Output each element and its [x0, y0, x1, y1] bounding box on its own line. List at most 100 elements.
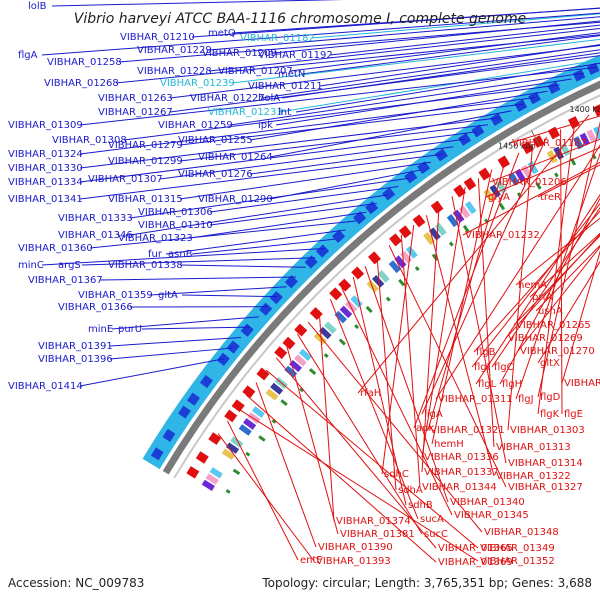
plus-label-connector [275, 357, 437, 549]
functional-category-block [394, 255, 407, 269]
functional-category-block [205, 473, 219, 485]
minus-gene-label: VIBHAR_01227 [190, 93, 265, 104]
minus-gene-label: VIBHAR_01264 [198, 152, 273, 163]
minus-label-connector [79, 153, 443, 200]
plus-gene-label: flgB [476, 347, 496, 358]
plus-gene-label: VIBHAR_01352 [480, 556, 555, 567]
minus-gene-label: minE [88, 324, 113, 335]
plus-gene-label: rfaH [360, 388, 381, 399]
minus-gene-label: VIBHAR_01233 [208, 107, 283, 118]
minus-label-connector [261, 49, 600, 99]
functional-category-block [209, 467, 223, 479]
minus-label-connector [189, 211, 367, 239]
plus-gene-label: VIBHAR_01390 [318, 542, 393, 553]
minus-gene-label: VIBHAR_01192 [258, 50, 333, 61]
accession-text: Accession: NC_009783 [8, 576, 144, 590]
minus-gene-label: VIBHAR_01391 [38, 341, 113, 352]
plus-label-connector [485, 147, 600, 198]
minus-gene-label: VIBHAR_01290 [198, 194, 273, 205]
gc-content-tick [448, 241, 454, 247]
plus-gene-label: glyA [488, 192, 510, 203]
plus-label-connector [265, 369, 479, 549]
plus-label-connector [473, 210, 600, 353]
plus-gene-arrow [208, 432, 222, 445]
gc-content-tick [338, 338, 346, 346]
functional-category-block [243, 418, 257, 430]
functional-category-block [458, 205, 471, 219]
plus-gene-label: flgI [474, 362, 490, 373]
functional-category-block [388, 260, 401, 274]
gc-content-tick [258, 435, 266, 442]
minus-label-connector [79, 358, 224, 387]
plus-gene-arrow [224, 409, 238, 423]
minus-label-connector [229, 72, 585, 126]
minus-gene-arrow [547, 81, 561, 95]
gc-content-tick [385, 296, 391, 302]
minus-gene-label: VIBHAR_01276 [178, 169, 253, 180]
plus-gene-label: flgH [502, 379, 522, 390]
minus-gene-label: VIBHAR_01229 [137, 45, 212, 56]
gc-content-tick [232, 468, 241, 476]
plus-label-connector [255, 382, 317, 548]
functional-category-block [308, 337, 322, 351]
plus-gene-label: VIBHAR_01374 [336, 516, 411, 527]
plus-gene-arrow [351, 266, 365, 280]
plus-label-connector [537, 122, 576, 415]
plus-gene-arrow [256, 367, 270, 381]
plus-gene-arrow [186, 466, 200, 479]
minus-gene-label: VIBHAR_01330 [8, 163, 83, 174]
minus-gene-arrow [269, 291, 283, 305]
plus-gene-arrow [547, 126, 560, 140]
minus-gene-label: VIBHAR_01324 [8, 149, 83, 160]
label-connector-lines [41, 0, 600, 563]
minus-label-connector [129, 177, 410, 219]
functional-category-block [334, 310, 348, 324]
minus-gene-label: VIBHAR_01346 [58, 230, 133, 241]
minus-gene-label: VIBHAR_01306 [138, 207, 213, 218]
minus-gene-arrow [240, 323, 254, 337]
minus-gene-arrow [416, 161, 431, 175]
plus-gene-arrow [338, 278, 352, 292]
plus-gene-label: VIBHAR_01322 [496, 471, 571, 482]
plus-gene-label: hemA [518, 280, 547, 291]
minus-label-connector [89, 220, 356, 249]
plus-gene-label: VIBHAR_01285 [564, 378, 600, 389]
minus-gene-label: VIBHAR_01255 [178, 135, 253, 146]
plus-gene-label: VIBHAR_01344 [422, 482, 497, 493]
plus-gene-label: VIBHAR_01337 [424, 467, 499, 478]
gene-labels: lolB VIBHAR_01210 metQ VIBHAR_01182 flgA VIBH… [8, 1, 600, 568]
plus-label-connector [425, 215, 495, 477]
plus-gene-label: VIBHAR_01270 [520, 346, 595, 357]
plus-label-connector [537, 164, 600, 198]
functional-category-block [313, 332, 327, 345]
plus-gene-arrow [282, 336, 296, 350]
minus-gene-arrow [514, 99, 528, 112]
functional-category-block [298, 348, 312, 362]
plus-label-connector [388, 245, 507, 488]
functional-category-block [586, 129, 597, 143]
gc-content-tick [299, 387, 305, 393]
minus-label-connector [51, 0, 344, 7]
minus-gene-label: VIBHAR_01341 [8, 194, 83, 205]
functional-category-block [377, 270, 390, 283]
plus-gene-arrow [309, 307, 323, 321]
functional-category-block [434, 222, 447, 236]
plus-gene-arrow [412, 214, 426, 228]
functional-category-block [508, 172, 520, 186]
minus-gene-label: VIBHAR_01323 [118, 233, 193, 244]
plus-label-connector [421, 187, 466, 458]
minus-label-connector [249, 146, 454, 175]
minus-gene-label: VIBHAR_01308 [52, 135, 127, 146]
minus-gene-label: lnt [278, 107, 291, 118]
plus-label-connector [507, 144, 534, 431]
plus-gene-label: VIBHAR_01206 [492, 177, 567, 188]
plus-label-connector [413, 152, 520, 429]
plus-label-connector [318, 310, 335, 522]
plus-gene-arrow [274, 346, 288, 360]
minus-label-connector [41, 247, 326, 266]
minus-label-connector [329, 24, 600, 56]
kbp-tick-mark [530, 130, 541, 146]
minus-gene-label: metQ [208, 28, 236, 39]
functional-category-block [423, 231, 436, 245]
